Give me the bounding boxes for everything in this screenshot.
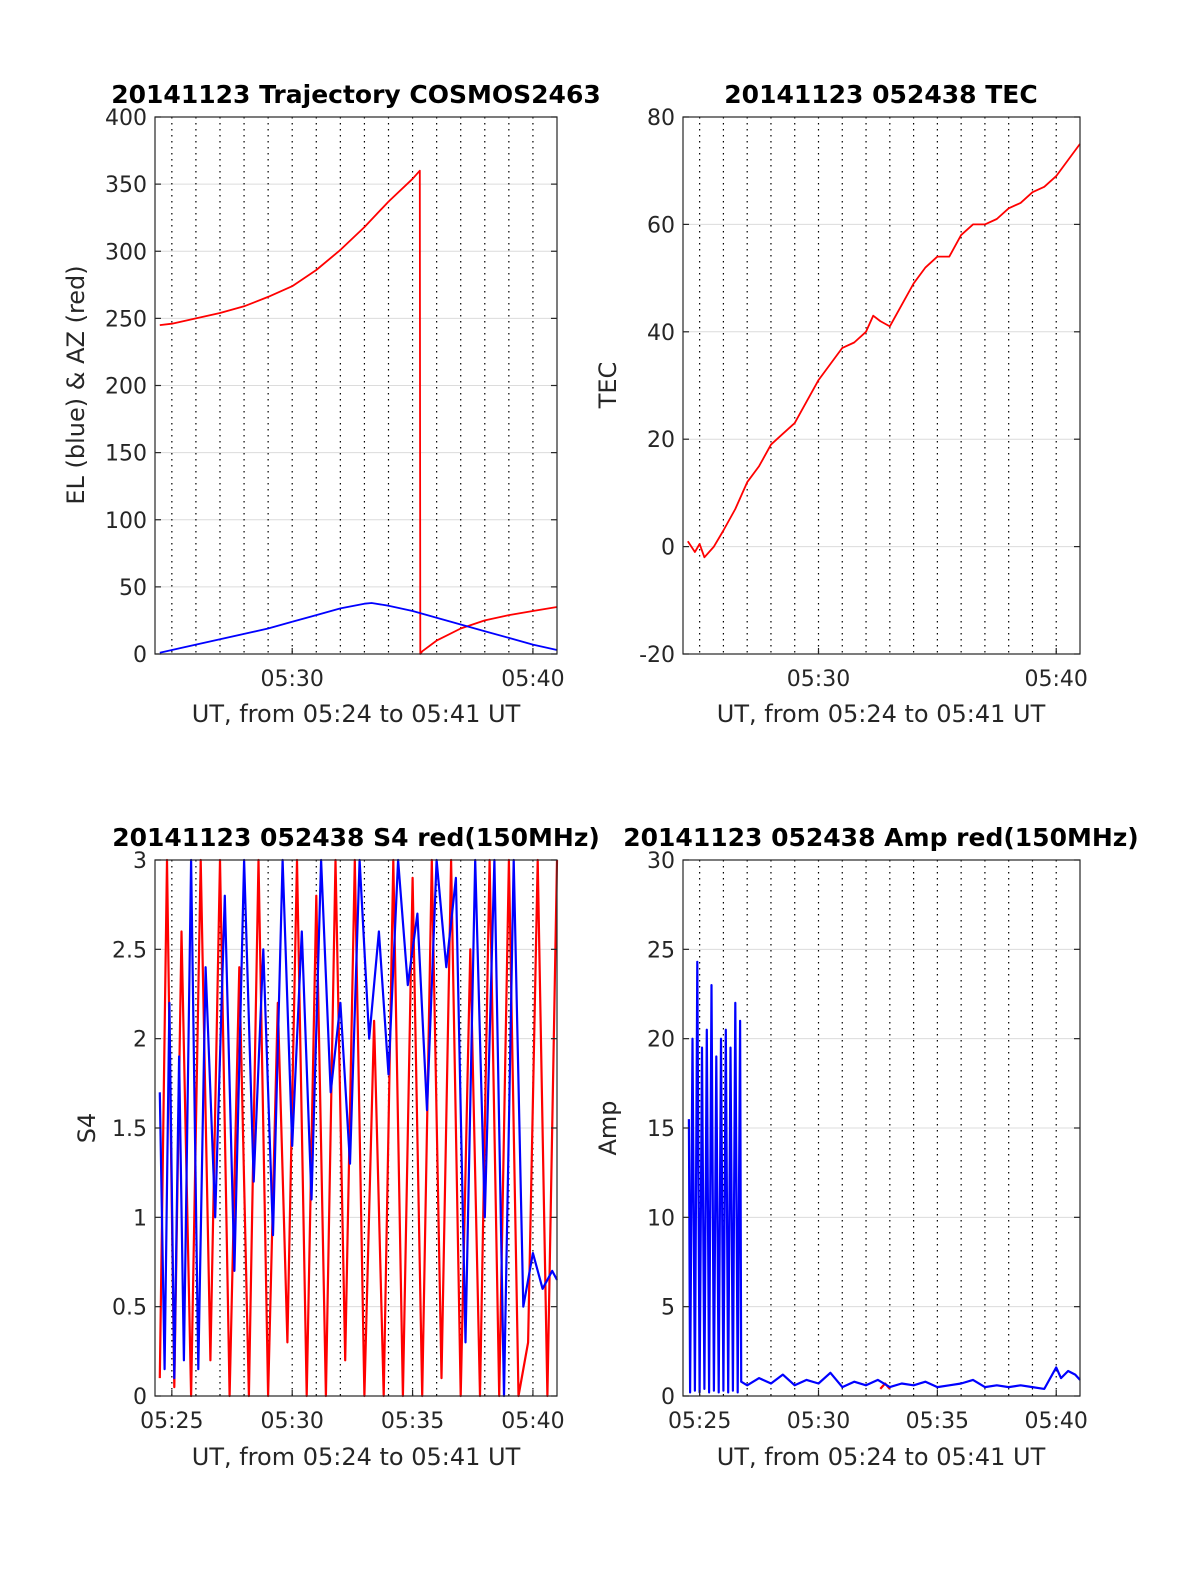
- y-tick-label: 150: [105, 442, 147, 467]
- y-tick-label: 40: [647, 321, 675, 346]
- tick-group: 0 5 10 15 20 25 30 05:25 05:30 05:35 05:40: [647, 849, 1088, 1434]
- x-axis-label: UT, from 05:24 to 05:41 UT: [717, 700, 1046, 728]
- y-tick-label: 0: [133, 1385, 147, 1410]
- x-axis-label: UT, from 05:24 to 05:41 UT: [717, 1443, 1046, 1471]
- chart-title: 20141123 Trajectory COSMOS2463: [111, 80, 601, 109]
- y-tick-label: 30: [647, 849, 675, 874]
- panel-amp: 0 5 10 15 20 25 30 05:25 05:30 05:35 05:40 2014112…: [594, 823, 1139, 1471]
- y-axis-label: TEC: [594, 362, 622, 410]
- y-tick-label: 400: [105, 106, 147, 131]
- y-tick-label: 0: [661, 536, 675, 561]
- x-tick-label: 05:35: [906, 1409, 969, 1434]
- y-tick-label: 20: [647, 428, 675, 453]
- y-axis-label: Amp: [594, 1100, 622, 1155]
- series-line-red: [159, 169, 558, 655]
- x-tick-label: 05:40: [501, 1409, 564, 1434]
- x-tick-label: 05:25: [140, 1409, 203, 1434]
- series-line-blue: [687, 960, 1081, 1394]
- chart-title: 20141123 052438 TEC: [724, 80, 1037, 109]
- panel-trajectory: 0 50 100 150 200 250 300 350 400 05:30 05:40 20141…: [62, 80, 601, 728]
- y-tick-label: 1.5: [112, 1117, 147, 1142]
- x-tick-label: 05:30: [787, 667, 850, 692]
- y-tick-label: 0: [133, 643, 147, 668]
- x-tick-label: 05:25: [668, 1409, 731, 1434]
- y-tick-label: 250: [105, 307, 147, 332]
- series-group: [687, 960, 1081, 1394]
- y-tick-label: 5: [661, 1296, 675, 1321]
- x-tick-label: 05:40: [501, 667, 564, 692]
- y-tick-label: 60: [647, 213, 675, 238]
- x-tick-label: 05:30: [261, 1409, 324, 1434]
- series-group: [159, 169, 558, 655]
- series-line-blue: [158, 858, 558, 1398]
- y-tick-label: 100: [105, 509, 147, 534]
- y-axis-label: EL (blue) & AZ (red): [62, 265, 90, 504]
- y-tick-label: 300: [105, 240, 147, 265]
- tick-group: -20 0 20 40 60 80 05:30 05:40: [639, 106, 1088, 692]
- y-tick-label: 10: [647, 1206, 675, 1231]
- y-tick-label: 80: [647, 106, 675, 131]
- x-axis-label: UT, from 05:24 to 05:41 UT: [192, 1443, 521, 1471]
- y-tick-label: -20: [639, 643, 675, 668]
- x-tick-label: 05:30: [261, 667, 324, 692]
- y-tick-label: 0.5: [112, 1296, 147, 1321]
- panel-tec: -20 0 20 40 60 80 05:30 05:40 20141123 052438 T…: [594, 80, 1088, 728]
- y-tick-label: 20: [647, 1028, 675, 1053]
- x-tick-label: 05:40: [1025, 667, 1088, 692]
- x-tick-label: 05:35: [381, 1409, 444, 1434]
- chart-title: 20141123 052438 S4 red(150MHz): [112, 823, 600, 852]
- y-tick-label: 2.5: [112, 938, 147, 963]
- chart-title: 20141123 052438 Amp red(150MHz): [623, 823, 1139, 852]
- series-line-blue: [159, 602, 558, 654]
- tick-group: 0 0.5 1 1.5 2 2.5 3 05:25 05:30 05:35 05:40: [112, 849, 565, 1434]
- y-tick-label: 0: [661, 1385, 675, 1410]
- axes-box: [682, 116, 1081, 655]
- y-tick-label: 1: [133, 1206, 147, 1231]
- y-axis-label: S4: [73, 1113, 101, 1144]
- series-group: [687, 143, 1081, 559]
- x-tick-label: 05:30: [787, 1409, 850, 1434]
- y-tick-label: 15: [647, 1117, 675, 1142]
- series-line-red: [687, 143, 1081, 559]
- y-tick-label: 2: [133, 1028, 147, 1053]
- y-tick-label: 200: [105, 375, 147, 400]
- panel-s4: 0 0.5 1 1.5 2 2.5 3 05:25 05:30 05:35 05:40 201411…: [73, 823, 600, 1471]
- x-tick-label: 05:40: [1025, 1409, 1088, 1434]
- tick-group: 0 50 100 150 200 250 300 350 400 05:30 05:40: [105, 106, 565, 692]
- y-tick-label: 25: [647, 938, 675, 963]
- y-tick-label: 3: [133, 849, 147, 874]
- y-tick-label: 50: [119, 576, 147, 601]
- plot-area: [683, 117, 1080, 654]
- x-axis-label: UT, from 05:24 to 05:41 UT: [192, 700, 521, 728]
- y-tick-label: 350: [105, 173, 147, 198]
